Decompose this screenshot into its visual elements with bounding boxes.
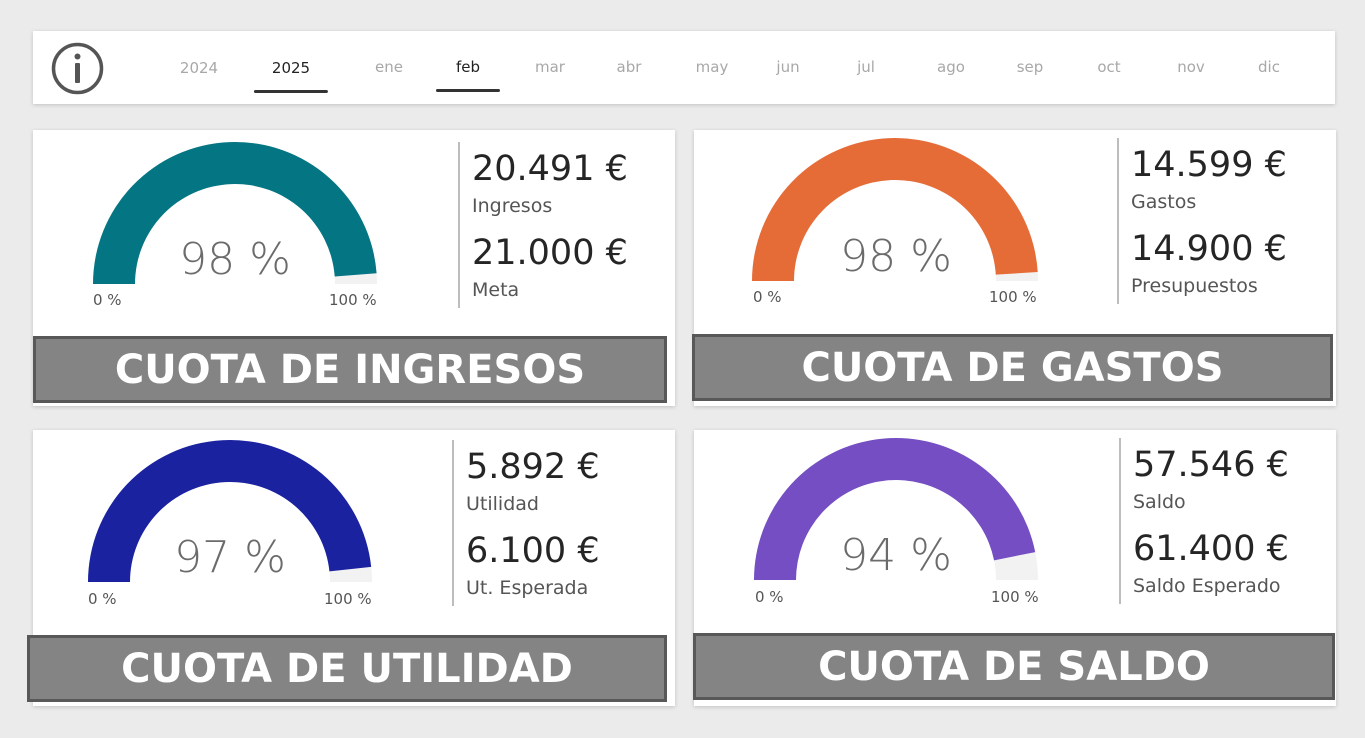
ingresos-gauge (93, 141, 377, 284)
gauge-min-label: 0 % (88, 590, 117, 608)
month-3[interactable]: abr (616, 58, 642, 76)
gauge-max-label: 100 % (329, 291, 377, 309)
gauge-percent: 98 % (179, 234, 291, 285)
kpi-actual-label: Saldo (1133, 491, 1186, 513)
gauge-min-label: 0 % (753, 288, 782, 306)
month-11[interactable]: dic (1258, 58, 1280, 76)
gauge-min-label: 0 % (93, 291, 122, 309)
kpi-target-label: Ut. Esperada (466, 577, 589, 599)
ingresos-title-button[interactable]: CUOTA DE INGRESOS (33, 336, 667, 403)
kpi-target-value: 61.400 € (1133, 529, 1289, 569)
kpi-divider (1117, 138, 1119, 304)
info-icon[interactable] (51, 42, 104, 95)
kpi-block: 57.546 € Saldo 61.400 € Saldo Esperado (1133, 446, 1289, 597)
year-0[interactable]: 2024 (179, 59, 219, 77)
gauge-min-label: 0 % (755, 588, 784, 606)
kpi-target-label: Saldo Esperado (1133, 575, 1281, 597)
kpi-actual-value: 14.599 € (1131, 145, 1287, 185)
kpi-actual-value: 20.491 € (472, 149, 628, 189)
month-2[interactable]: mar (535, 58, 565, 76)
kpi-target-label: Presupuestos (1131, 275, 1258, 297)
period-slicer-bar: 2024 2025 ene feb mar abr may jun jul ag… (33, 31, 1335, 104)
gauge-fill (93, 141, 377, 284)
month-4[interactable]: may (695, 58, 729, 76)
gauge-fill (88, 440, 372, 582)
kpi-actual-value: 5.892 € (466, 447, 600, 487)
gastos-title-button[interactable]: CUOTA DE GASTOS (692, 334, 1333, 401)
utilidad-gauge (88, 440, 372, 582)
kpi-block: 5.892 € Utilidad 6.100 € Ut. Esperada (466, 448, 600, 599)
kpi-target-value: 21.000 € (472, 233, 628, 273)
gauge-max-label: 100 % (991, 588, 1039, 606)
month-9[interactable]: oct (1097, 58, 1121, 76)
gauge-max-label: 100 % (989, 288, 1037, 306)
kpi-target-label: Meta (472, 279, 520, 301)
kpi-divider (452, 440, 454, 606)
utilidad-title-button[interactable]: CUOTA DE UTILIDAD (27, 635, 667, 702)
month-5[interactable]: jun (776, 58, 800, 76)
kpi-actual-value: 57.546 € (1133, 445, 1289, 485)
kpi-actual-label: Ingresos (472, 195, 553, 217)
kpi-block: 20.491 € Ingresos 21.000 € Meta (472, 150, 628, 301)
gauge-max-label: 100 % (324, 590, 372, 608)
kpi-target-value: 6.100 € (466, 531, 600, 571)
month-7[interactable]: ago (937, 58, 965, 76)
kpi-divider (1119, 438, 1121, 604)
month-0[interactable]: ene (375, 58, 403, 76)
kpi-block: 14.599 € Gastos 14.900 € Presupuestos (1131, 146, 1287, 297)
year-1[interactable]: 2025 (272, 59, 310, 93)
saldo-gauge (754, 438, 1038, 580)
gauge-percent: 97 % (174, 532, 286, 583)
month-1[interactable]: feb (456, 58, 480, 92)
gauge-fill (754, 438, 1036, 580)
kpi-actual-label: Gastos (1131, 191, 1197, 213)
kpi-actual-label: Utilidad (466, 493, 539, 515)
gastos-gauge (752, 138, 1038, 281)
kpi-divider (458, 142, 460, 308)
month-8[interactable]: sep (1016, 58, 1044, 76)
month-10[interactable]: nov (1177, 58, 1205, 76)
gauge-percent: 94 % (840, 530, 952, 581)
gauge-fill (752, 138, 1038, 281)
kpi-target-value: 14.900 € (1131, 229, 1287, 269)
gauge-percent: 98 % (840, 231, 952, 282)
saldo-title-button[interactable]: CUOTA DE SALDO (693, 633, 1335, 700)
month-6[interactable]: jul (857, 58, 875, 76)
